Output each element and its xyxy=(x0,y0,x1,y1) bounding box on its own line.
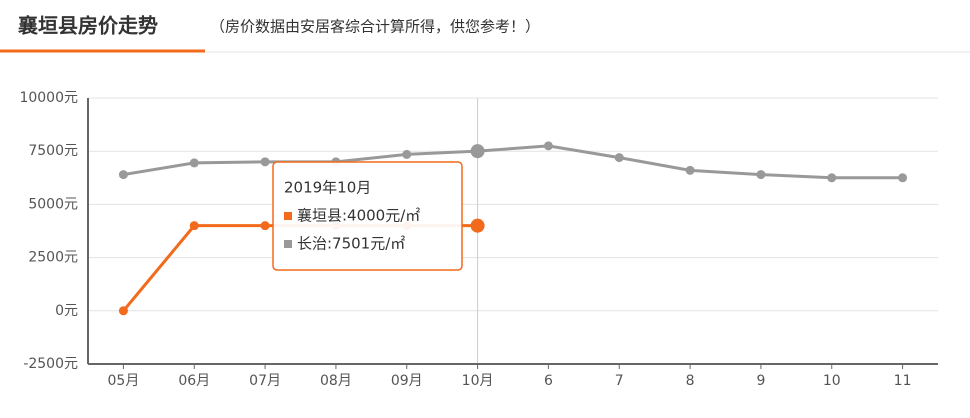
x-tick-label: 9 xyxy=(756,373,765,389)
data-point xyxy=(470,218,485,233)
x-tick-label: 07月 xyxy=(249,373,281,389)
data-point xyxy=(685,165,695,175)
x-tick-label: 7 xyxy=(615,373,624,389)
y-tick-label: 7500元 xyxy=(28,143,78,159)
data-point xyxy=(614,153,624,163)
y-tick-label: 10000元 xyxy=(19,90,78,106)
data-point xyxy=(543,141,553,151)
tooltip-line: 长治:7501元/㎡ xyxy=(297,235,405,253)
tooltip-title: 2019年10月 xyxy=(284,179,371,197)
data-point xyxy=(118,170,128,180)
tooltip-swatch xyxy=(284,240,292,248)
data-point xyxy=(189,158,199,168)
x-tick-label: 08月 xyxy=(320,373,352,389)
data-point xyxy=(189,221,199,231)
tooltip-swatch xyxy=(284,212,292,220)
x-tick-label: 10月 xyxy=(462,373,494,389)
y-tick-label: 0元 xyxy=(55,303,78,319)
page-subtitle: （房价数据由安居客综合计算所得，供您参考！） xyxy=(210,18,540,36)
page-title: 襄垣县房价走势 xyxy=(17,14,158,38)
data-point xyxy=(827,173,837,183)
data-point xyxy=(118,306,128,316)
data-point xyxy=(260,157,270,167)
data-point xyxy=(756,170,766,180)
x-tick-label: 11 xyxy=(894,373,912,389)
x-tick-label: 8 xyxy=(686,373,695,389)
tooltip-box xyxy=(272,161,463,271)
data-point xyxy=(470,144,485,159)
y-tick-label: -2500元 xyxy=(23,356,78,372)
data-point xyxy=(898,173,908,183)
x-tick-label: 10 xyxy=(823,373,841,389)
tooltip-line: 襄垣县:4000元/㎡ xyxy=(297,207,420,225)
x-tick-label: 6 xyxy=(544,373,553,389)
series-line xyxy=(123,144,903,180)
x-tick-label: 05月 xyxy=(108,373,140,389)
y-tick-label: 5000元 xyxy=(28,196,78,212)
x-tick-label: 09月 xyxy=(391,373,423,389)
data-point xyxy=(260,221,270,231)
y-tick-label: 2500元 xyxy=(28,250,78,266)
x-tick-label: 06月 xyxy=(178,373,210,389)
data-point xyxy=(402,149,412,159)
